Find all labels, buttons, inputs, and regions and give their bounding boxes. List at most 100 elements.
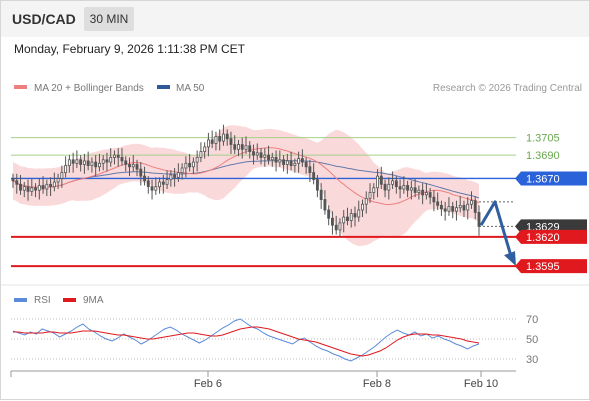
candle-body (56, 178, 60, 183)
candle-body (274, 156, 278, 163)
candle-body (297, 158, 301, 164)
candle-body (470, 200, 473, 205)
candle-body (154, 186, 158, 191)
candle-body (304, 161, 308, 168)
candle-body (176, 172, 180, 178)
copyright-credit: Research © 2026 Trading Central (433, 83, 582, 94)
candle-body (169, 174, 173, 181)
candle-body (248, 145, 252, 153)
rsi-ma-legend-swatch (63, 298, 76, 302)
rsi-ma-line (13, 326, 480, 357)
timeframe-button[interactable]: 30 MIN (84, 7, 134, 31)
candle-body (346, 216, 349, 222)
candle-body (300, 158, 304, 163)
candle-body (22, 186, 26, 191)
candle-body (312, 172, 316, 181)
candle-body (466, 203, 470, 211)
candle-body (26, 186, 30, 192)
candle-body (424, 192, 428, 196)
candle-body (477, 211, 481, 227)
candle-body (199, 151, 203, 158)
candle-body (15, 180, 19, 185)
candle-body (105, 159, 109, 163)
candle-body (64, 165, 68, 174)
candle-body (361, 203, 364, 211)
candle-body (409, 187, 413, 191)
candle-body (364, 197, 368, 205)
candle-body (327, 209, 331, 219)
candle-body (158, 181, 161, 188)
rsi-ma-legend-label: 9MA (83, 295, 104, 306)
candle-body (383, 183, 387, 191)
x-axis-tick-label: Feb 8 (363, 378, 391, 390)
candlesticks (11, 124, 481, 237)
pivot-tag (515, 171, 587, 186)
candle-body (67, 159, 71, 167)
candle-body (203, 146, 207, 152)
candle-body (30, 187, 34, 192)
candle-body (135, 164, 139, 170)
candle-body (37, 185, 41, 191)
rsi-panel: 70 50 30 (11, 314, 538, 366)
x-axis-tick-label: Feb 6 (194, 378, 222, 390)
candle-body (180, 167, 184, 174)
support-label: 1.3620 (526, 232, 560, 244)
candle-body (52, 181, 56, 188)
candle-body (229, 138, 233, 145)
candle-body (218, 135, 222, 142)
candle-body (319, 189, 323, 200)
candle-body (109, 156, 113, 163)
candle-body (432, 196, 436, 203)
candle-body (473, 200, 477, 213)
candle-body (462, 204, 466, 211)
candle-body (436, 201, 440, 206)
rsi-line (12, 318, 480, 362)
resistance-label: 1.3705 (526, 133, 560, 145)
candle-body (116, 154, 120, 158)
candle-body (90, 161, 94, 167)
candle-body (237, 144, 240, 150)
candle-body (139, 168, 143, 177)
last-price-tag (515, 219, 587, 234)
ma50-legend-label: MA 50 (176, 83, 205, 94)
x-axis: Feb 6 Feb 8 Feb 10 (10, 370, 516, 390)
candle-body (338, 222, 342, 231)
candle-body (413, 187, 417, 193)
timestamp: Monday, February 9, 2026 1:11:38 PM CET (14, 42, 246, 56)
candle-body (210, 139, 214, 144)
rsi-tick-label: 70 (526, 314, 538, 326)
ma20-legend-label: MA 20 + Bollinger Bands (34, 83, 144, 94)
candle-body (45, 183, 49, 190)
projection-arrow (479, 200, 516, 267)
projection-arrow-path (479, 200, 513, 257)
candle-body (34, 187, 37, 191)
candle-body (357, 209, 361, 218)
candle-body (98, 162, 101, 168)
resistance-label: 1.3690 (526, 150, 560, 162)
candle-body (308, 166, 312, 174)
candle-body (233, 144, 237, 150)
candle-body (49, 183, 53, 188)
candle-body (349, 213, 353, 221)
candle-body (282, 159, 286, 165)
candle-body (113, 154, 116, 158)
candle-body (368, 192, 372, 199)
candle-body (101, 159, 105, 164)
candle-body (214, 135, 218, 144)
rsi-legend-label: RSI (34, 295, 51, 306)
candle-body (222, 133, 225, 142)
candle-body (79, 159, 83, 165)
candle-body (293, 162, 297, 167)
candle-body (255, 152, 259, 156)
candle-body (161, 181, 165, 185)
candle-body (259, 152, 263, 158)
candle-body (455, 207, 458, 212)
support-label: 1.3595 (526, 261, 560, 273)
candle-body (82, 160, 86, 165)
candle-body (267, 154, 270, 161)
candle-body (225, 133, 229, 140)
candle-body (421, 189, 425, 196)
candle-body (150, 186, 154, 191)
